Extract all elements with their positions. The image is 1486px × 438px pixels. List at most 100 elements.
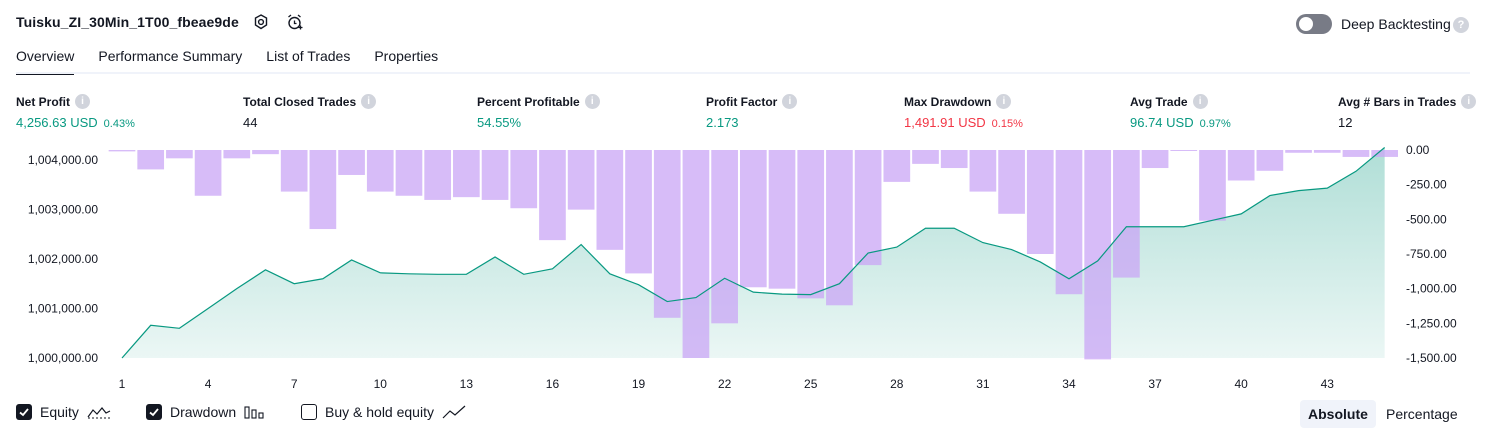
info-icon[interactable]: i [361, 94, 377, 109]
drawdown-bar [1342, 150, 1370, 157]
drawdown-bar [711, 150, 738, 324]
drawdown-bar [768, 150, 796, 289]
metric-label: Avg # Bars in Trades [1338, 94, 1457, 109]
info-icon[interactable]: i [75, 94, 90, 109]
metric-label: Total Closed Trades [243, 94, 357, 109]
drawdown-bar [1170, 150, 1198, 151]
drawdown-bar [854, 150, 882, 266]
deep-backtesting-label: Deep Backtesting [1341, 16, 1451, 32]
legend-buy-hold-equity[interactable]: Buy & hold equity [301, 404, 466, 420]
x-axis-tick-label: 31 [976, 377, 990, 391]
info-icon[interactable]: i [782, 94, 798, 109]
absolute-button[interactable]: Absolute [1300, 400, 1376, 428]
metric-percent-profitable: Percent Profitable i 54.55% [477, 94, 600, 130]
metric-sub-value: 0.43% [103, 118, 135, 130]
x-axis-tick-label: 1 [119, 377, 126, 391]
right-axis-tick-label: -500.00 [1406, 212, 1447, 226]
left-axis-tick-label: 1,000,000.00 [28, 351, 98, 365]
checkbox-unchecked-icon[interactable] [301, 404, 317, 420]
drawdown-bar [223, 150, 251, 159]
strategy-title: Tuisku_ZI_30Min_1T00_fbeae9de [16, 14, 239, 30]
x-axis-tick-label: 19 [632, 377, 646, 391]
tab-list-of-trades[interactable]: List of Trades [266, 48, 351, 64]
deep-backtesting-toggle[interactable] [1296, 14, 1332, 34]
trend-line-icon [442, 405, 466, 419]
x-axis-tick-label: 10 [374, 377, 388, 391]
right-axis-tick-label: -750.00 [1406, 247, 1447, 261]
drawdown-bar [309, 150, 337, 230]
x-axis-tick-label: 16 [546, 377, 560, 391]
metric-value: 44 [243, 115, 258, 130]
drawdown-bar [1285, 150, 1312, 153]
metric-label: Avg Trade [1130, 94, 1188, 109]
drawdown-bar [338, 150, 365, 175]
tab-performance-summary[interactable]: Performance Summary [98, 48, 243, 64]
checkbox-checked-icon[interactable] [16, 404, 32, 420]
metric-value: 54.55% [477, 115, 522, 130]
drawdown-bar [567, 150, 595, 210]
settings-icon[interactable] [251, 12, 271, 32]
metric-net-profit: Net Profit i 4,256.63 USD 0.43% [16, 94, 135, 130]
legend-equity[interactable]: Equity [16, 404, 111, 420]
metric-value: 1,491.91 USD [904, 115, 986, 130]
drawdown-bar [481, 150, 509, 200]
x-axis-tick-label: 37 [1148, 377, 1162, 391]
metric-label: Net Profit [16, 94, 70, 109]
left-axis-tick-label: 1,003,000.00 [28, 202, 98, 216]
percentage-button[interactable]: Percentage [1386, 406, 1458, 422]
info-icon[interactable]: i [1461, 94, 1477, 109]
metric-total-closed-trades: Total Closed Trades i 44 [243, 94, 377, 130]
x-axis-tick-label: 40 [1234, 377, 1248, 391]
drawdown-bar [424, 150, 452, 200]
metric-value: 2.173 [706, 115, 739, 130]
info-icon[interactable]: i [1192, 94, 1208, 109]
drawdown-bar [826, 150, 853, 306]
metric-profit-factor: Profit Factor i 2.173 [706, 94, 798, 130]
metric-value: 96.74 USD [1130, 115, 1194, 130]
legend-drawdown[interactable]: Drawdown [146, 404, 266, 420]
drawdown-bar [998, 150, 1025, 214]
drawdown-bar [1113, 150, 1140, 278]
metric-sub-value: 0.15% [991, 118, 1023, 130]
drawdown-bar [252, 150, 279, 155]
checkbox-checked-icon[interactable] [146, 404, 162, 420]
x-axis-tick-label: 4 [205, 377, 212, 391]
right-axis-tick-label: -1,000.00 [1406, 282, 1457, 296]
drawdown-bar [883, 150, 911, 182]
drawdown-bar [1084, 150, 1112, 360]
drawdown-bar [625, 150, 652, 274]
tab-properties[interactable]: Properties [374, 48, 439, 64]
drawdown-bar [1256, 150, 1284, 171]
drawdown-bar [682, 150, 710, 358]
legend-label: Drawdown [170, 404, 237, 420]
drawdown-bar [166, 150, 193, 159]
drawdown-bar [395, 150, 423, 196]
info-icon[interactable]: i [584, 94, 600, 109]
x-axis-tick-label: 13 [460, 377, 474, 391]
x-axis-tick-label: 43 [1321, 377, 1335, 391]
drawdown-bar [1055, 150, 1083, 295]
left-axis-tick-label: 1,002,000.00 [28, 252, 98, 266]
x-axis-tick-label: 28 [890, 377, 904, 391]
x-axis-tick-label: 22 [718, 377, 732, 391]
metric-value: 12 [1338, 115, 1353, 130]
equity-drawdown-chart[interactable]: 1,000,000.00 1,001,000.00 1,002,000.00 1,00… [0, 138, 1486, 398]
drawdown-bar [108, 150, 136, 152]
drawdown-bar [797, 150, 825, 299]
info-icon[interactable]: i [996, 94, 1012, 109]
help-icon[interactable]: ? [1453, 17, 1469, 33]
x-axis-tick-label: 34 [1062, 377, 1076, 391]
metric-label: Percent Profitable [477, 94, 580, 109]
x-axis-tick-label: 25 [804, 377, 818, 391]
right-axis-tick-label: -1,500.00 [1406, 351, 1457, 365]
drawdown-bar [453, 150, 480, 198]
equity-line-icon [87, 407, 111, 419]
bars-icon [244, 406, 264, 419]
left-axis-tick-label: 1,001,000.00 [28, 301, 98, 315]
drawdown-bar [1371, 150, 1398, 157]
metric-sub-value: 0.97% [1199, 118, 1231, 130]
drawdown-bar [280, 150, 308, 192]
drawdown-bar [1199, 150, 1226, 221]
tab-overview[interactable]: Overview [16, 48, 75, 75]
add-alert-icon[interactable] [285, 12, 305, 32]
